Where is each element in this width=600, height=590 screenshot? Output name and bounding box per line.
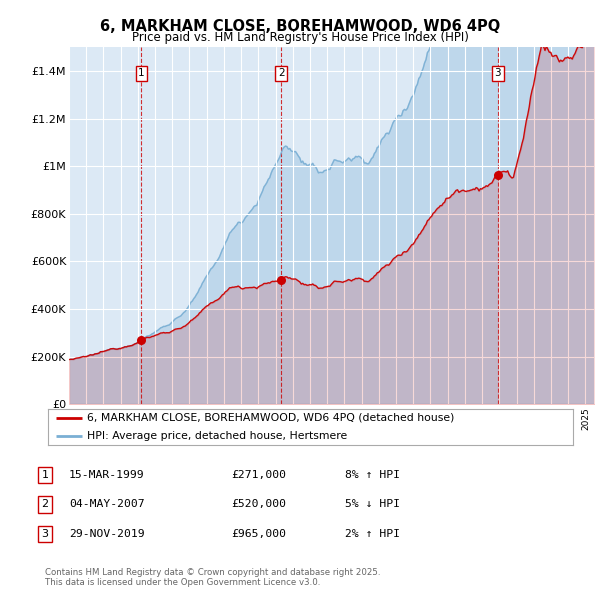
Text: 29-NOV-2019: 29-NOV-2019 bbox=[69, 529, 145, 539]
Text: 15-MAR-1999: 15-MAR-1999 bbox=[69, 470, 145, 480]
Text: 3: 3 bbox=[41, 529, 49, 539]
Text: 6, MARKHAM CLOSE, BOREHAMWOOD, WD6 4PQ (detached house): 6, MARKHAM CLOSE, BOREHAMWOOD, WD6 4PQ (… bbox=[88, 412, 455, 422]
Text: 2: 2 bbox=[278, 68, 285, 78]
Text: Price paid vs. HM Land Registry's House Price Index (HPI): Price paid vs. HM Land Registry's House … bbox=[131, 31, 469, 44]
Text: 1: 1 bbox=[41, 470, 49, 480]
Text: 2: 2 bbox=[41, 500, 49, 509]
Text: £965,000: £965,000 bbox=[231, 529, 286, 539]
Text: 8% ↑ HPI: 8% ↑ HPI bbox=[345, 470, 400, 480]
Point bbox=[137, 335, 146, 345]
Text: 2% ↑ HPI: 2% ↑ HPI bbox=[345, 529, 400, 539]
Text: 1: 1 bbox=[138, 68, 145, 78]
Text: £271,000: £271,000 bbox=[231, 470, 286, 480]
Text: HPI: Average price, detached house, Hertsmere: HPI: Average price, detached house, Hert… bbox=[88, 431, 347, 441]
Text: £520,000: £520,000 bbox=[231, 500, 286, 509]
Text: Contains HM Land Registry data © Crown copyright and database right 2025.
This d: Contains HM Land Registry data © Crown c… bbox=[45, 568, 380, 587]
Point bbox=[493, 170, 503, 179]
Text: 04-MAY-2007: 04-MAY-2007 bbox=[69, 500, 145, 509]
Point bbox=[277, 276, 286, 285]
Text: 6, MARKHAM CLOSE, BOREHAMWOOD, WD6 4PQ: 6, MARKHAM CLOSE, BOREHAMWOOD, WD6 4PQ bbox=[100, 19, 500, 34]
Text: 5% ↓ HPI: 5% ↓ HPI bbox=[345, 500, 400, 509]
Text: 3: 3 bbox=[494, 68, 501, 78]
